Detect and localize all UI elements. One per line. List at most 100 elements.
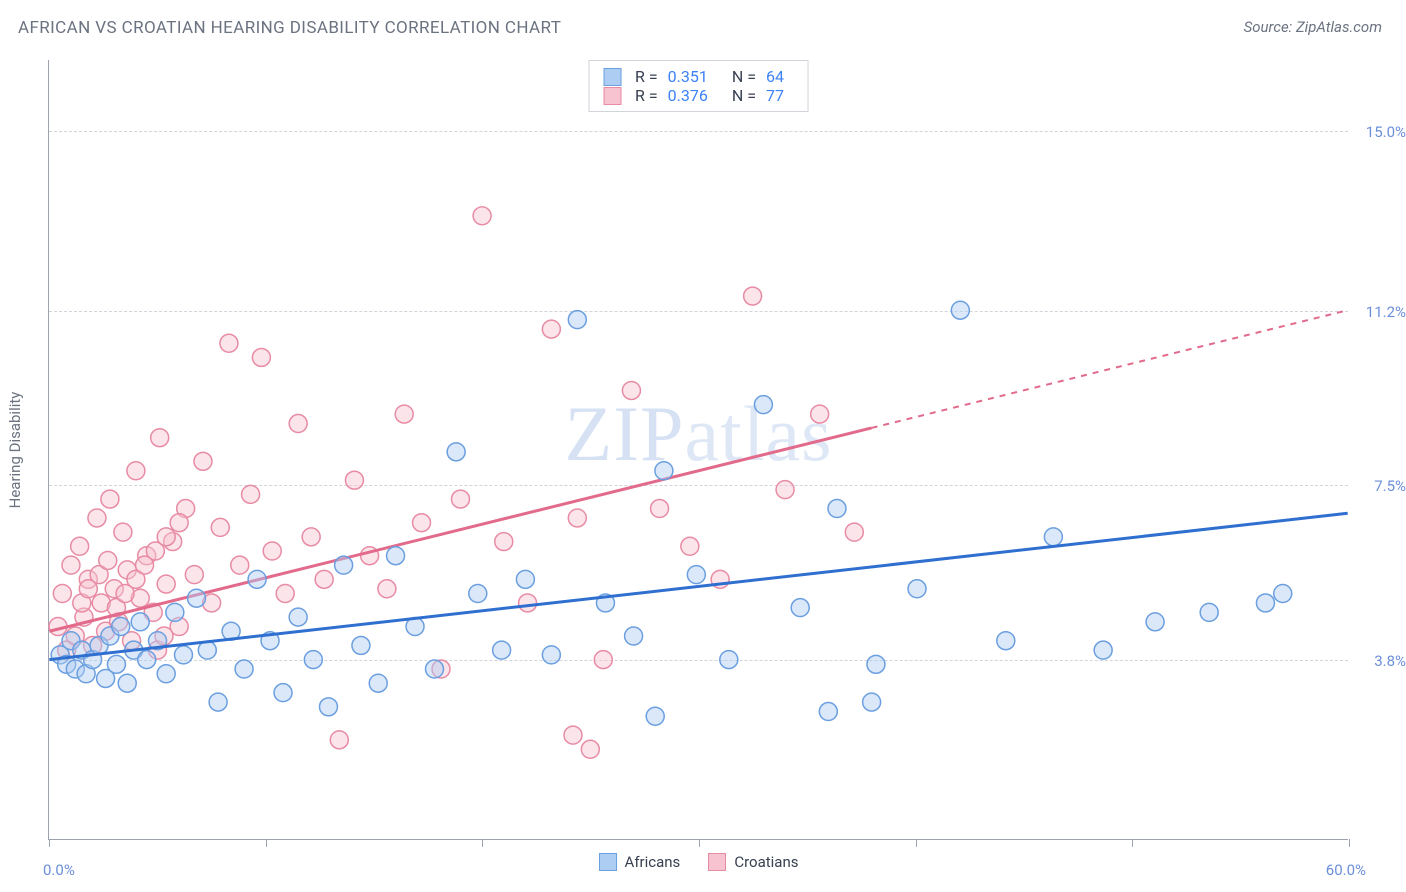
data-point (101, 490, 119, 508)
trend-line-extrapolated (872, 310, 1348, 428)
stat-n-label: N = (732, 86, 756, 105)
data-point (447, 443, 465, 461)
data-point (289, 415, 307, 433)
legend-label: Croatians (734, 853, 798, 871)
x-tick (916, 839, 917, 847)
stat-r-value: 0.376 (668, 86, 708, 105)
data-point (276, 585, 294, 603)
data-point (138, 651, 156, 669)
data-point (819, 703, 837, 721)
data-point (194, 452, 212, 470)
stat-r-value: 0.351 (668, 67, 708, 86)
data-point (220, 334, 238, 352)
data-point (157, 528, 175, 546)
data-point (231, 556, 249, 574)
data-point (997, 632, 1015, 650)
data-point (209, 693, 227, 711)
header: AFRICAN VS CROATIAN HEARING DISABILITY C… (0, 0, 1406, 46)
data-point (151, 429, 169, 447)
data-point (369, 674, 387, 692)
data-point (542, 646, 560, 664)
stats-legend-row: R =0.351N =64 (603, 67, 794, 86)
data-point (625, 627, 643, 645)
data-point (451, 490, 469, 508)
data-point (274, 684, 292, 702)
stat-r-label: R = (635, 86, 658, 105)
data-point (88, 509, 106, 527)
data-point (754, 396, 772, 414)
plot-svg-layer: 3.8%7.5%11.2%15.0% (49, 60, 1348, 839)
legend-item: Africans (599, 853, 681, 871)
data-point (211, 518, 229, 536)
data-point (315, 570, 333, 588)
data-point (242, 485, 260, 503)
x-tick (266, 839, 267, 847)
data-point (107, 655, 125, 673)
data-point (330, 731, 348, 749)
data-point (542, 320, 560, 338)
x-tick (1349, 839, 1350, 847)
y-tick-label: 15.0% (1366, 123, 1406, 141)
legend-label: Africans (625, 853, 681, 871)
x-tick (482, 839, 483, 847)
x-axis-min-label: 0.0% (43, 861, 75, 879)
data-point (157, 575, 175, 593)
data-point (53, 585, 71, 603)
data-point (426, 660, 444, 678)
data-point (166, 603, 184, 621)
data-point (157, 665, 175, 683)
data-point (687, 566, 705, 584)
data-point (1200, 603, 1218, 621)
data-point (469, 585, 487, 603)
data-point (175, 646, 193, 664)
data-point (187, 589, 205, 607)
data-point (828, 500, 846, 518)
data-point (863, 693, 881, 711)
data-point (581, 740, 599, 758)
data-point (744, 287, 762, 305)
data-point (594, 651, 612, 669)
y-tick-label: 7.5% (1374, 477, 1406, 495)
data-point (655, 462, 673, 480)
data-point (908, 580, 926, 598)
legend-swatch (603, 87, 621, 105)
stats-legend: R =0.351N =64R =0.376N =77 (588, 60, 809, 112)
data-point (568, 509, 586, 527)
data-point (1274, 585, 1292, 603)
data-point (519, 594, 537, 612)
data-point (335, 556, 353, 574)
data-point (319, 698, 337, 716)
data-point (127, 462, 145, 480)
data-overlay (49, 60, 1348, 839)
stats-legend-row: R = 0.376 N = 77 (603, 86, 794, 105)
data-point (568, 311, 586, 329)
data-point (114, 523, 132, 541)
chart-title: AFRICAN VS CROATIAN HEARING DISABILITY C… (18, 18, 561, 38)
legend-swatch (708, 853, 726, 871)
stat-n-label: N = (732, 67, 756, 86)
data-point (62, 556, 80, 574)
data-point (1094, 641, 1112, 659)
data-point (516, 570, 534, 588)
data-point (811, 405, 829, 423)
data-point (1256, 594, 1274, 612)
x-tick (699, 839, 700, 847)
x-tick (1132, 839, 1133, 847)
data-point (252, 348, 270, 366)
data-point (867, 655, 885, 673)
data-point (352, 636, 370, 654)
chart-plot-area: Hearing Disability ZIPatlas R =0.351N =6… (48, 60, 1348, 840)
legend-item: Croatians (708, 853, 798, 871)
data-point (71, 537, 89, 555)
data-point (473, 207, 491, 225)
data-point (131, 613, 149, 631)
data-point (345, 471, 363, 489)
data-point (776, 481, 794, 499)
data-point (387, 547, 405, 565)
data-point (651, 500, 669, 518)
data-point (302, 528, 320, 546)
source-label: Source: ZipAtlas.com (1244, 18, 1382, 36)
data-point (395, 405, 413, 423)
y-tick-label: 3.8% (1374, 652, 1406, 670)
stat-n-value: 77 (766, 86, 784, 105)
